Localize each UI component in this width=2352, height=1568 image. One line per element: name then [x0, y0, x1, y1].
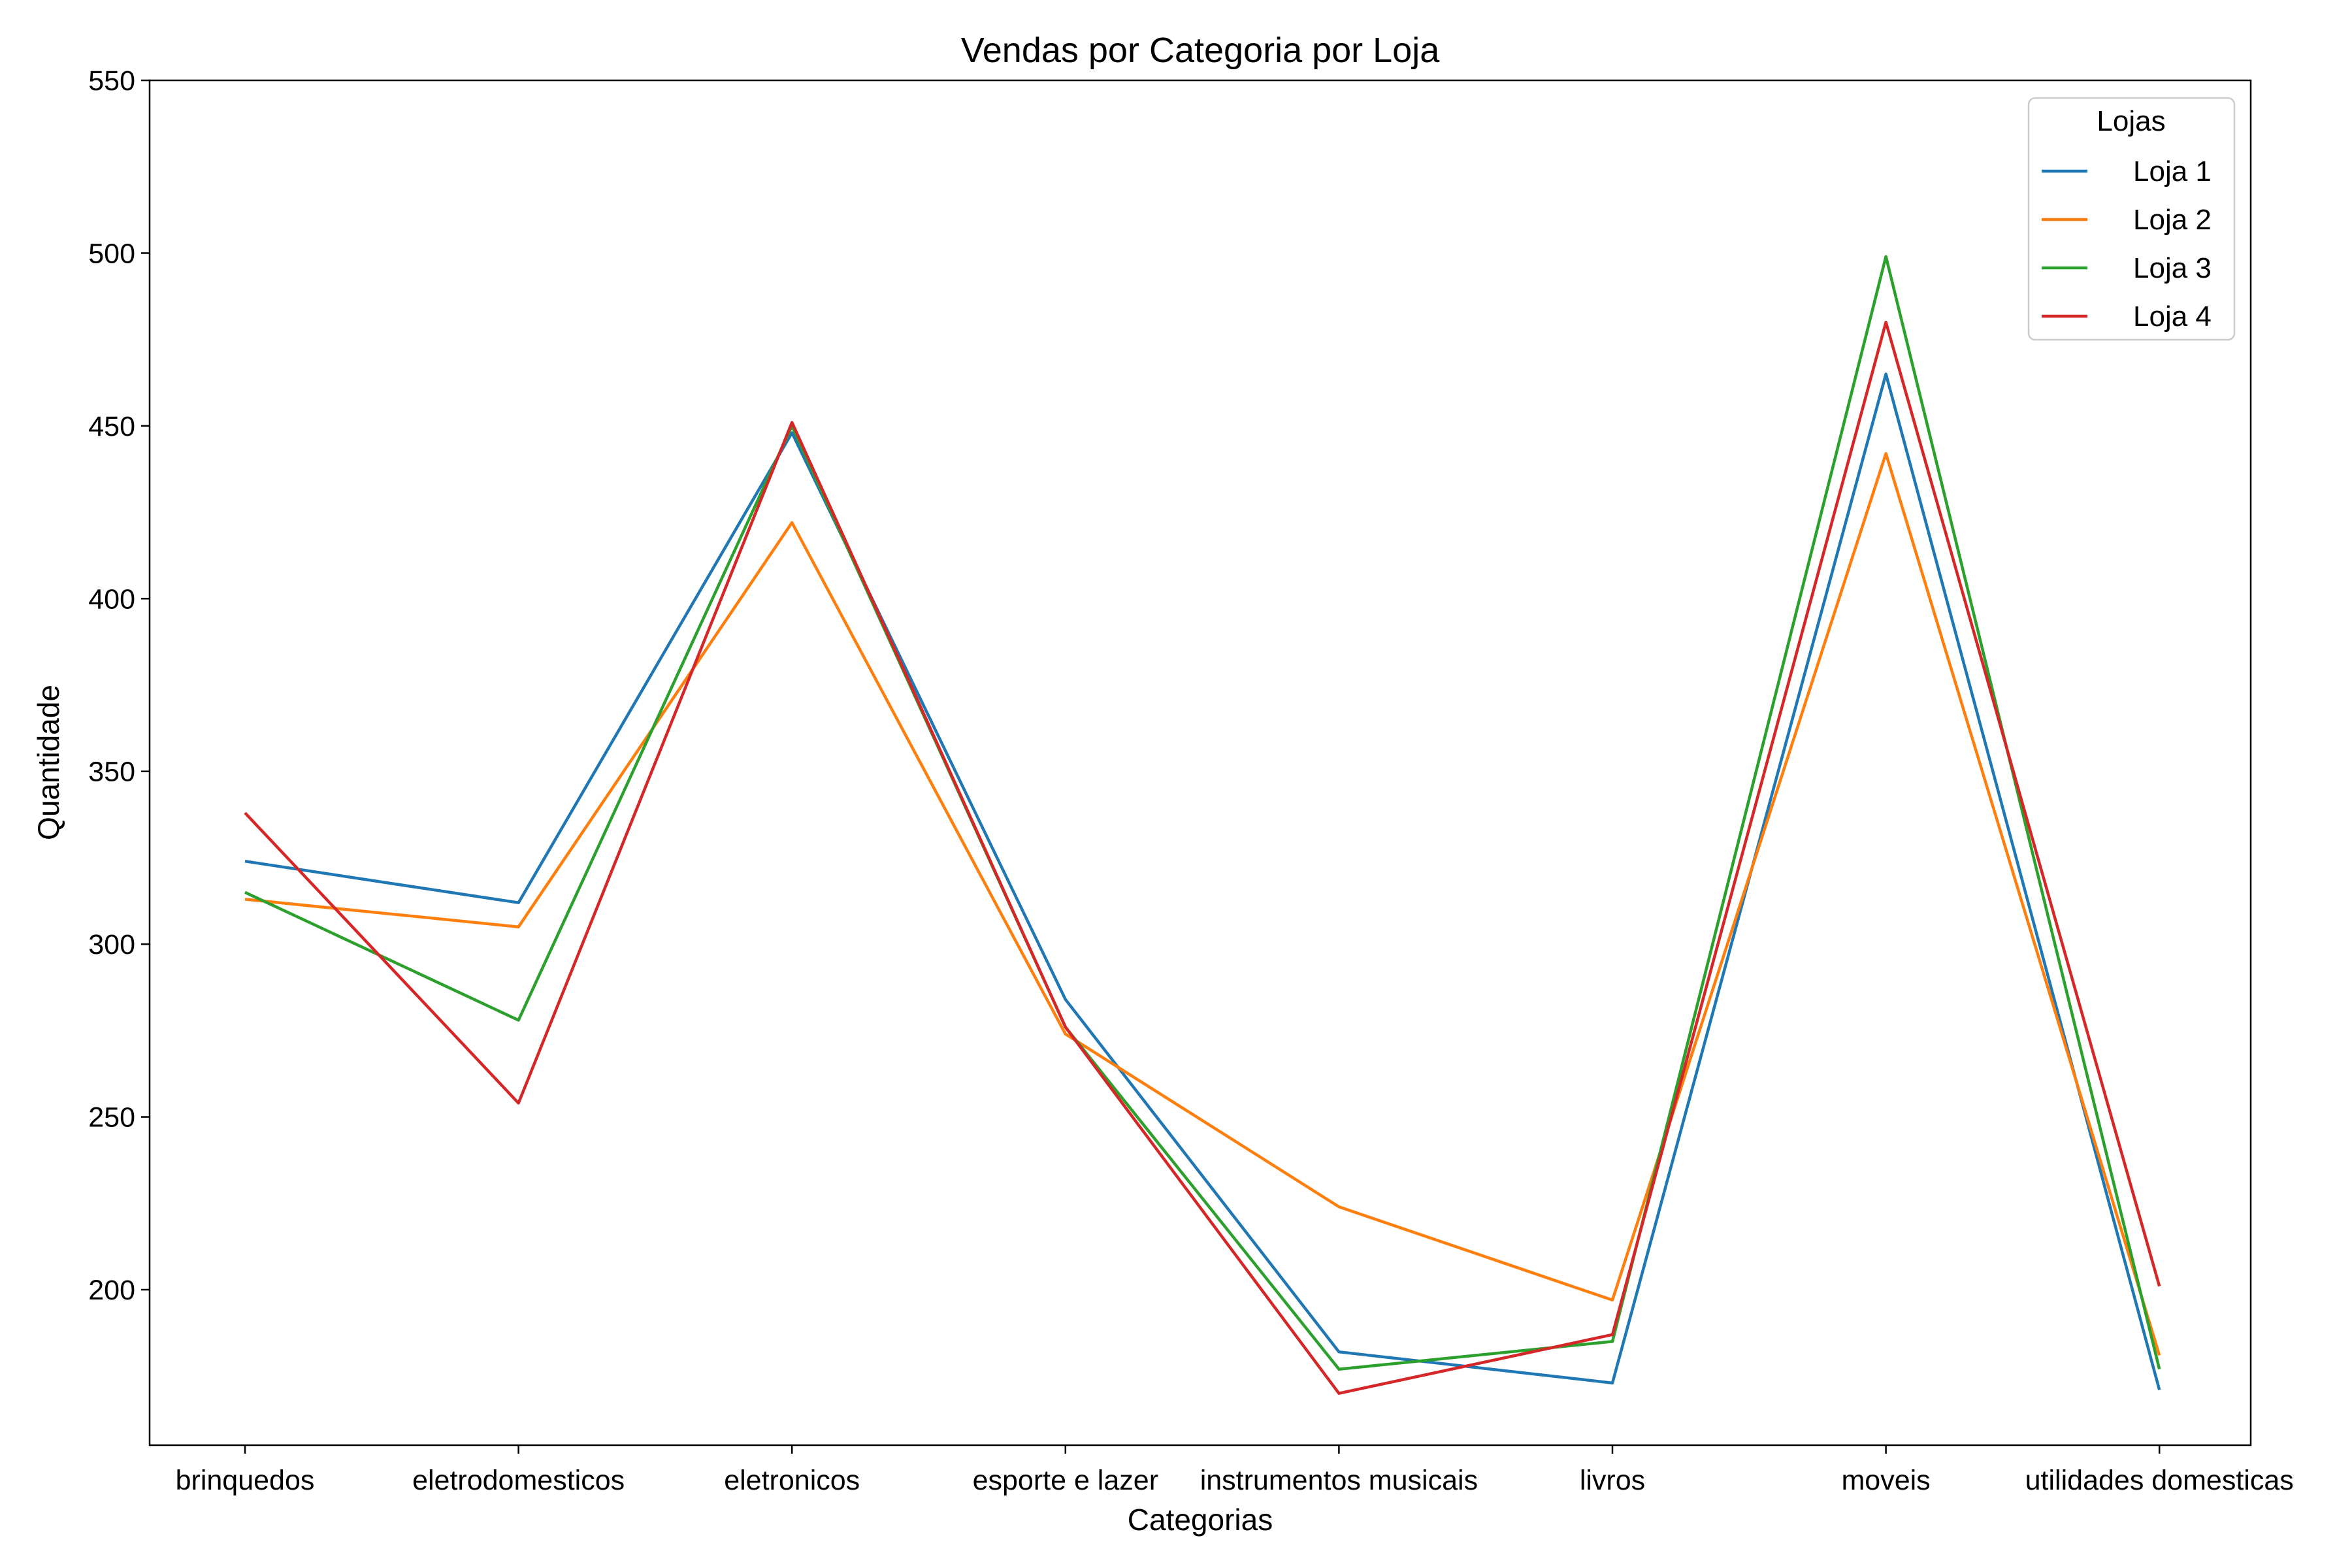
- series-line-loja-2: [244, 451, 2161, 1356]
- legend-label: Loja 3: [2133, 252, 2212, 284]
- legend-title: Lojas: [2097, 105, 2165, 137]
- x-axis: brinquedos eletrodomesticos eletronicos esp…: [176, 1445, 2294, 1496]
- y-tick-label: 400: [88, 583, 135, 615]
- series-line-loja-3: [244, 255, 2161, 1371]
- legend-label: Loja 4: [2133, 301, 2212, 333]
- y-tick-label: 350: [88, 757, 135, 788]
- legend-label: Loja 2: [2133, 204, 2212, 236]
- y-tick-label: 500: [88, 238, 135, 269]
- y-tick-label: 450: [88, 411, 135, 442]
- x-axis-label: Categorias: [1128, 1503, 1273, 1537]
- x-tick-label: brinquedos: [176, 1465, 315, 1496]
- series-line-loja-1: [244, 372, 2161, 1390]
- series-line-loja-4: [244, 320, 2161, 1395]
- x-tick-label: instrumentos musicais: [1200, 1465, 1478, 1496]
- x-tick-label: esporte e lazer: [973, 1465, 1158, 1496]
- y-axis: 200 250 300 350 400 450 500 550: [88, 65, 150, 1306]
- x-tick-label: eletronicos: [724, 1465, 860, 1496]
- legend-box: [2027, 97, 2236, 341]
- legend: Lojas Loja 1 Loja 2 Loja 3 Loja 4: [2027, 97, 2236, 341]
- legend-label: Loja 1: [2133, 155, 2212, 188]
- series-layer: [244, 255, 2161, 1395]
- y-tick-label: 200: [88, 1275, 135, 1306]
- x-tick-label: livros: [1580, 1465, 1645, 1496]
- x-tick-label: utilidades domesticas: [2025, 1465, 2294, 1496]
- x-tick-label: eletrodomesticos: [412, 1465, 625, 1496]
- y-tick-label: 300: [88, 929, 135, 960]
- legend-items: Loja 1 Loja 2 Loja 3 Loja 4: [2042, 155, 2212, 333]
- y-axis-label: Quantidade: [31, 685, 65, 840]
- y-tick-label: 250: [88, 1102, 135, 1134]
- chart-title: Vendas por Categoria por Loja: [961, 31, 1440, 70]
- y-tick-label: 550: [88, 65, 135, 97]
- x-tick-label: moveis: [1841, 1465, 1930, 1496]
- plot-frame: [148, 79, 2252, 1446]
